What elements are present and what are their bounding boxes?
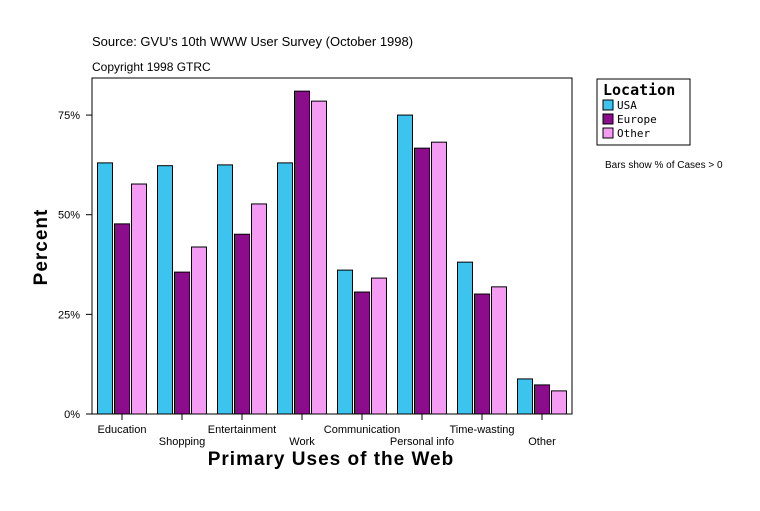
bar (491, 286, 507, 415)
bar (551, 390, 567, 415)
x-axis-title: Primary Uses of the Web (208, 449, 455, 470)
x-tick-label: Time-wasting (450, 424, 515, 436)
x-tick-label: Education (98, 424, 147, 436)
bar (191, 246, 207, 415)
legend-swatch (602, 127, 614, 139)
legend-swatch (602, 113, 614, 125)
legend-label: Europe (617, 113, 657, 126)
x-tick-label: Personal info (390, 436, 454, 448)
bar (217, 164, 233, 415)
bar (337, 269, 353, 415)
bar (234, 233, 250, 415)
bar (534, 384, 550, 415)
x-tick-label: Shopping (159, 436, 206, 448)
x-tick-label: Communication (324, 424, 400, 436)
bar (431, 141, 447, 415)
bar (251, 203, 267, 415)
y-tick-label: 25% (58, 309, 80, 321)
legend-swatch (602, 99, 614, 111)
bar (474, 293, 490, 415)
x-tick-label: Other (528, 436, 556, 448)
legend-title: Location (603, 81, 675, 99)
bar (157, 165, 173, 415)
note: Bars show % of Cases > 0 (605, 160, 723, 171)
legend-label: USA (617, 99, 637, 112)
y-tick-label: 0% (64, 409, 80, 421)
bar (174, 271, 190, 415)
bar (354, 291, 370, 415)
legend-label: Other (617, 127, 650, 140)
copyright: Copyright 1998 GTRC (92, 60, 211, 74)
plot-area (91, 77, 573, 415)
bar (97, 162, 113, 415)
bar (277, 162, 293, 415)
x-tick-label: Entertainment (208, 424, 276, 436)
bar (414, 147, 430, 415)
bar (371, 277, 387, 415)
y-tick-label: 75% (58, 110, 80, 122)
bar (294, 90, 310, 415)
subtitle: Source: GVU's 10th WWW User Survey (Octo… (92, 34, 413, 49)
y-axis-title: Percent (31, 209, 52, 286)
x-tick-label: Work (289, 436, 315, 448)
bar (131, 183, 147, 415)
bar (457, 261, 473, 415)
bar (114, 223, 130, 415)
bar (311, 100, 327, 415)
bar (397, 114, 413, 415)
y-tick-label: 50% (58, 210, 80, 222)
bar (517, 378, 533, 415)
